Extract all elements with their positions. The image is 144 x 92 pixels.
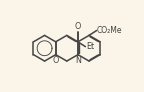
Text: O: O [75, 22, 81, 31]
Text: N: N [75, 56, 81, 65]
Text: Et: Et [86, 42, 94, 51]
Text: CO₂Me: CO₂Me [97, 26, 122, 35]
Text: O: O [53, 56, 59, 65]
